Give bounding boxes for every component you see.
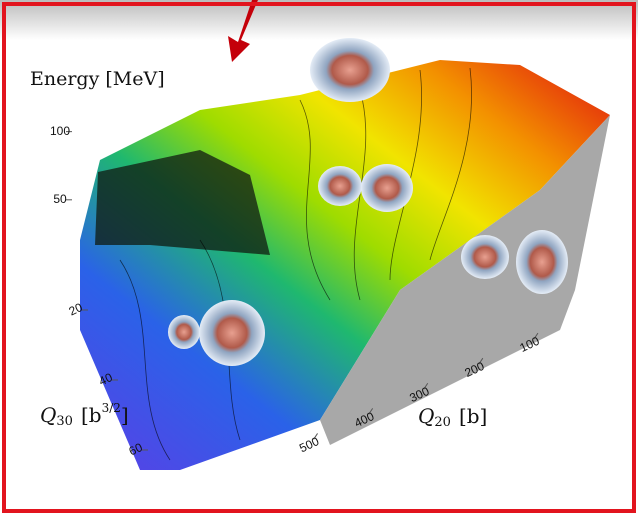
y-tick [368,408,374,415]
x-axis-label: Q30 [b3/2] [40,401,129,429]
nuclear-shapes [168,38,568,366]
z-tick-label: 50 [53,192,67,206]
x-tick-label: 20 [67,300,85,318]
y-tick [313,433,318,440]
frame [2,2,636,513]
y-tick [533,332,539,340]
x-tick-label: 60 [127,440,145,458]
y-tick [423,382,429,390]
arrow [228,0,258,62]
surface-side [320,115,610,445]
header-band [0,0,638,40]
ridge-shading [95,150,270,255]
z-tick-label: 100 [50,124,70,138]
y-tick-label: 500 [297,434,321,455]
z-axis-label: Energy [MeV] [30,68,165,90]
y-axis-label: Q20 [b] [418,404,487,430]
y-tick [478,357,484,365]
x-tick-label: 40 [97,370,115,388]
